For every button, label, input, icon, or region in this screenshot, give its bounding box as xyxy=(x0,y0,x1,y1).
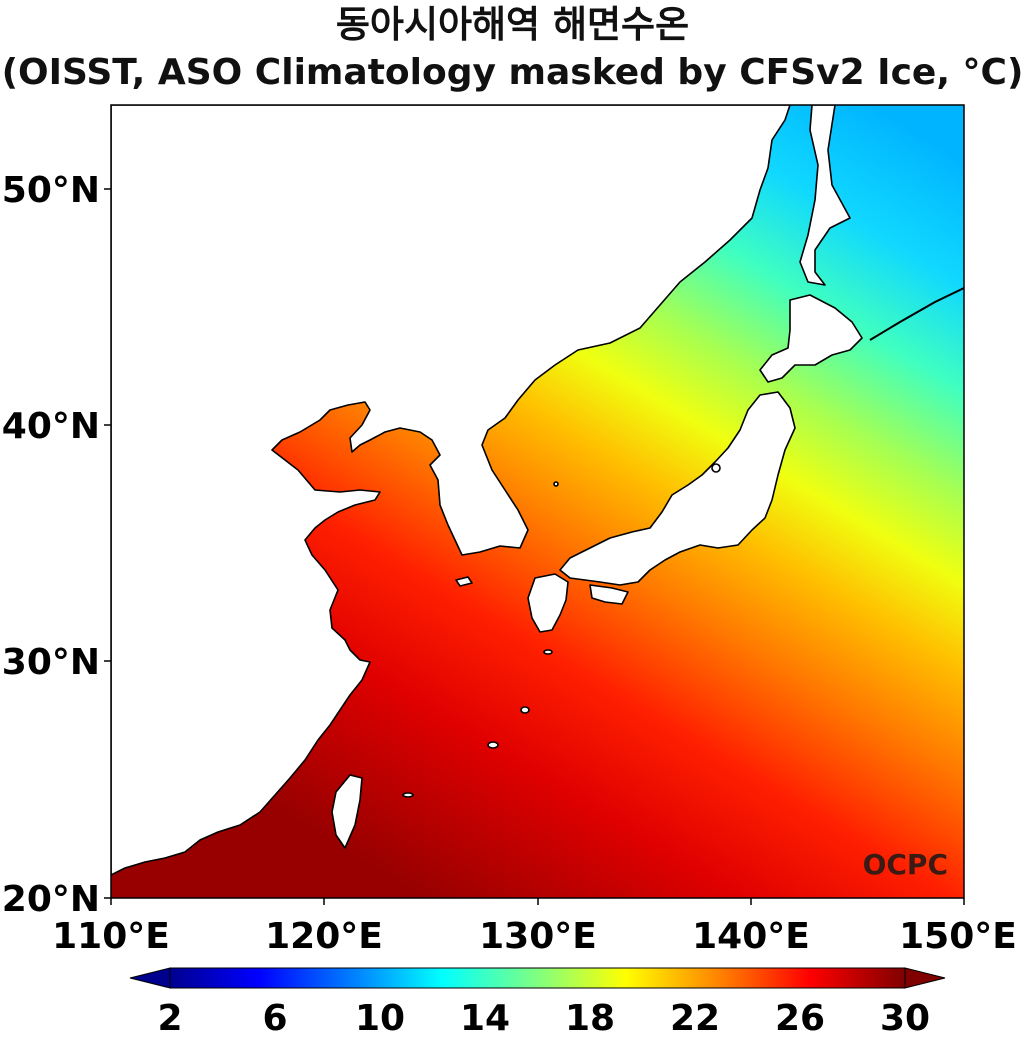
lon-label-130: 130°E xyxy=(479,916,597,957)
land-masses xyxy=(111,105,964,876)
colorbar-max-arrow xyxy=(904,967,946,989)
colorbar-bar xyxy=(169,967,906,989)
colorbar-tick: 2 xyxy=(157,998,182,1039)
kyushu xyxy=(527,573,569,633)
taiwan xyxy=(331,774,363,849)
hokkaido xyxy=(759,294,863,383)
colorbar: 2 6 10 14 18 22 26 30 xyxy=(129,967,946,1039)
lat-label-20: 20°N xyxy=(2,879,100,920)
lon-label-140: 140°E xyxy=(692,916,810,957)
shikoku xyxy=(589,584,629,605)
sakhalin xyxy=(799,105,851,286)
map-subtitle: (OISST, ASO Climatology masked by CFSv2 … xyxy=(1,52,1024,93)
colorbar-tick: 18 xyxy=(565,998,615,1039)
colorbar-tick: 26 xyxy=(775,998,825,1039)
mainland-asia xyxy=(111,105,791,876)
colorbar-min-arrow xyxy=(129,967,171,989)
colorbar-tick: 14 xyxy=(460,998,510,1039)
lat-axis: 50°N 40°N 30°N 20°N xyxy=(2,170,111,920)
colorbar-tick: 30 xyxy=(880,998,930,1039)
lat-label-40: 40°N xyxy=(2,406,100,447)
ryukyu-island xyxy=(520,706,530,714)
jeju xyxy=(455,576,473,587)
ryukyu-island xyxy=(487,741,499,749)
sado-island xyxy=(711,463,721,473)
colorbar-tick: 22 xyxy=(670,998,720,1039)
ulleung-island xyxy=(553,481,559,487)
ryukyu-island xyxy=(543,649,553,655)
lon-label-120: 120°E xyxy=(265,916,383,957)
lon-label-150: 150°E xyxy=(899,916,1017,957)
honshu xyxy=(559,391,796,586)
credit-label: OCPC xyxy=(863,848,948,881)
map-title: 동아시아해역 해면수온 xyxy=(335,3,690,46)
lon-axis: 110°E 120°E 130°E 140°E 150°E xyxy=(52,898,1017,957)
lat-label-50: 50°N xyxy=(2,170,100,211)
colorbar-tick: 10 xyxy=(355,998,405,1039)
kuril-islands xyxy=(869,287,964,341)
lon-label-110: 110°E xyxy=(52,916,170,957)
lat-label-30: 30°N xyxy=(2,642,100,683)
ryukyu-island xyxy=(402,792,414,798)
colorbar-tick: 6 xyxy=(262,998,287,1039)
